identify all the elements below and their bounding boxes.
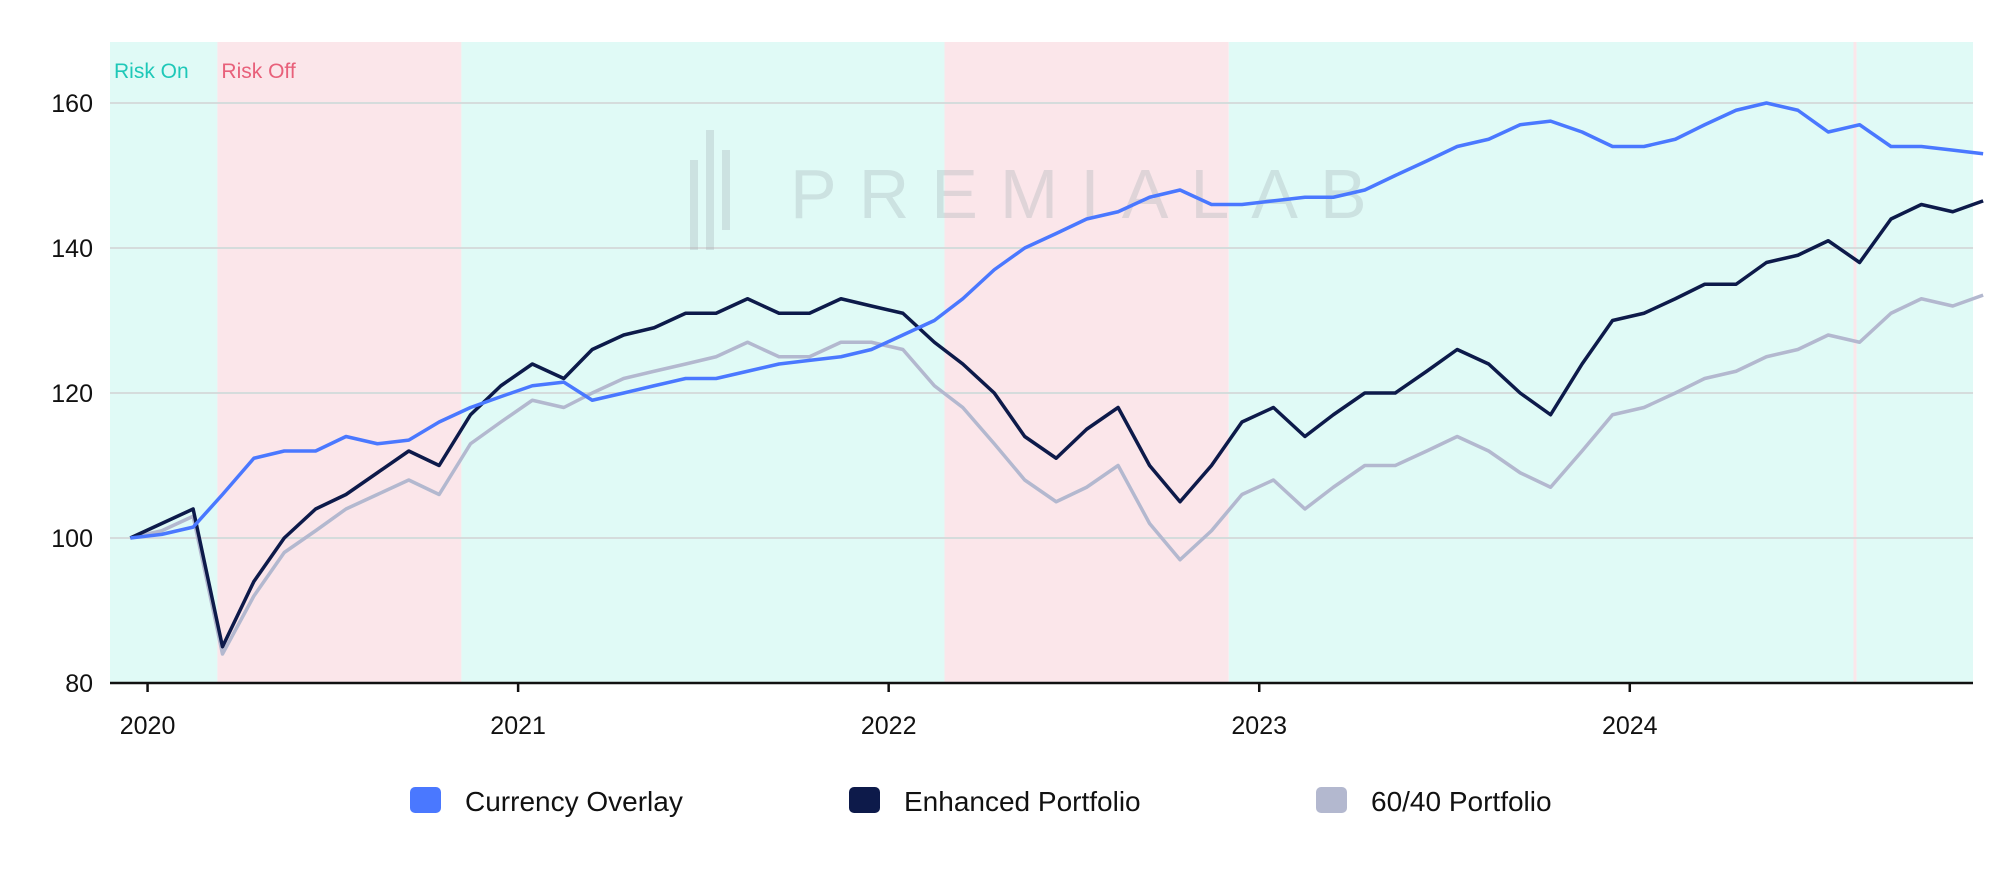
x-tick-label: 2022 <box>861 712 917 740</box>
y-tick-label: 100 <box>51 525 93 553</box>
watermark: PREMIALAB <box>790 155 1389 233</box>
y-tick-label: 140 <box>51 235 93 263</box>
regime-label: Risk On <box>114 60 189 83</box>
legend-swatch <box>410 787 441 813</box>
legend-swatch <box>1316 787 1347 813</box>
legend-label: Currency Overlay <box>465 786 683 817</box>
y-axis-ticks: 80 100 120 140 160 <box>51 90 93 698</box>
y-tick-label: 160 <box>51 90 93 118</box>
regime-band <box>110 42 218 683</box>
y-tick-label: 120 <box>51 380 93 408</box>
x-axis-ticks: 2020 2021 2022 2023 2024 <box>120 683 1658 740</box>
regime-labels: Risk On Risk Off <box>114 60 296 83</box>
regime-band <box>461 42 945 683</box>
regime-band <box>1856 42 1973 683</box>
legend-swatch <box>849 787 880 813</box>
legend: Currency Overlay Enhanced Portfolio 60/40 … <box>410 786 1552 817</box>
regime-label: Risk Off <box>221 60 295 83</box>
x-tick-label: 2023 <box>1231 712 1287 740</box>
y-tick-label: 80 <box>65 670 93 698</box>
regime-band <box>1228 42 1854 683</box>
regime-band <box>217 42 462 683</box>
gridlines <box>110 102 1973 539</box>
regime-band <box>1853 42 1857 683</box>
series-line-currency-overlay <box>130 101 1984 540</box>
x-tick-label: 2020 <box>120 712 176 740</box>
x-tick-label: 2024 <box>1602 712 1658 740</box>
legend-label: 60/40 Portfolio <box>1371 786 1552 817</box>
series-line-enhanced-portfolio <box>129 199 1984 649</box>
x-tick-label: 2021 <box>490 712 546 740</box>
series-lines <box>129 101 1984 656</box>
regime-bands <box>110 42 1973 683</box>
series-line-60-40-portfolio <box>129 293 1984 656</box>
watermark-logo-icon <box>690 130 730 250</box>
legend-label: Enhanced Portfolio <box>904 786 1141 817</box>
regime-band <box>944 42 1229 683</box>
